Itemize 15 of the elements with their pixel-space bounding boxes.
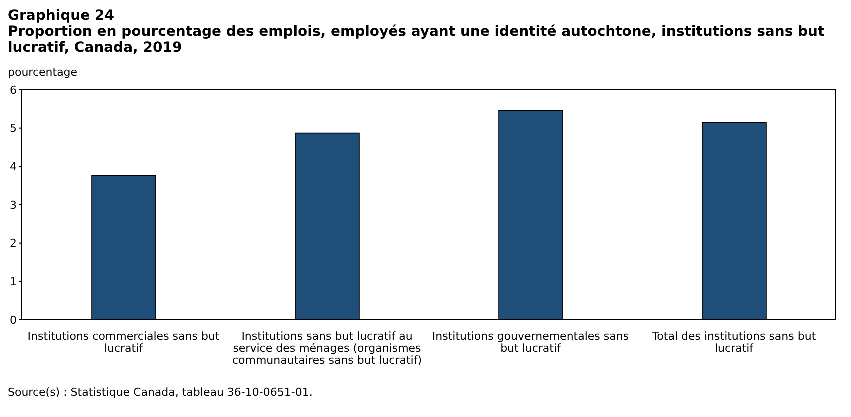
y-axis-title: pourcentage [8,66,79,81]
y-tick-label: 0 [10,314,17,327]
chart-title: Graphique 24 [8,8,116,24]
x-tick-label: Institutions commerciales sans but lucratif [28,330,220,355]
y-tick-label: 3 [10,198,17,212]
source-note: Source(s) : Statistique Canada, tableau 36-10-0651-01. [8,386,314,399]
chart-subtitle: Proportion en pourcentage des emplois, employés ayant une identité autochtone, institutions sans but lucratif, Canada, 2019 [8,24,826,56]
y-tick-label: 6 [10,84,17,97]
y-tick-label: 4 [10,160,17,174]
x-tick-label: Institutions sans but lucratif au service des ménages (organismes communautaires sans but lucratif) [232,330,422,367]
x-tick-label: Institutions gouvernementales sans but lucratif [432,330,630,355]
y-tick-label: 5 [10,122,17,136]
y-tick-label: 1 [10,276,17,289]
y-tick-label: 2 [10,237,17,250]
x-tick-label: Total des institutions sans but lucratif [651,330,817,355]
